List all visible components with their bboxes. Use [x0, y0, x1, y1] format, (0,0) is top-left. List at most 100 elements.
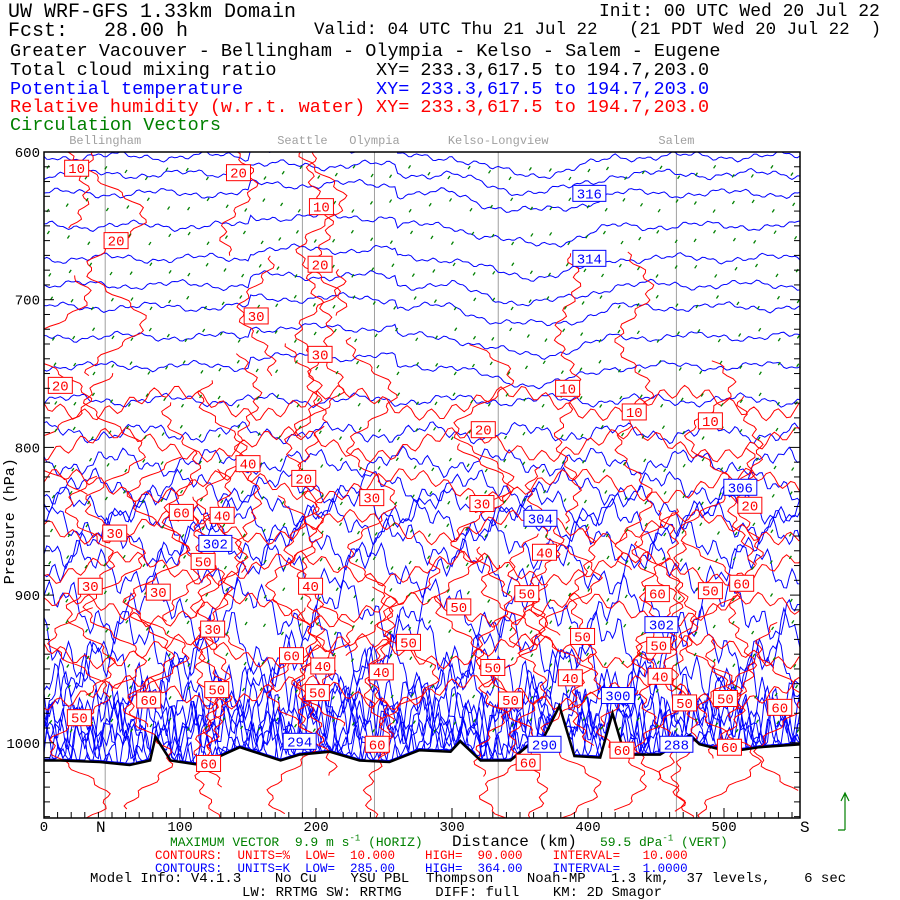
- theta-contour-305: [44, 484, 800, 529]
- horiz-tag: (HORIZ): [368, 835, 423, 850]
- circulation-vector: [636, 302, 640, 307]
- circulation-vector: [674, 265, 678, 269]
- circulation-vector: [429, 664, 433, 668]
- circulation-vector: [758, 327, 762, 332]
- valid-time: Valid: 04 UTC Thu 21 Jul 22 (21 PDT Wed …: [314, 20, 882, 40]
- circulation-vector: [259, 687, 263, 692]
- rh-label-text: 10: [559, 382, 576, 398]
- circulation-vector: [489, 204, 493, 209]
- circulation-vector: [298, 425, 302, 430]
- rh-label-text: 10: [626, 406, 643, 422]
- circulation-vector: [413, 296, 417, 300]
- circulation-vector: [656, 230, 660, 234]
- circulation-vector: [53, 464, 57, 469]
- circulation-vector: [561, 460, 565, 464]
- theta-label: 316: [572, 184, 607, 203]
- circulation-vector: [623, 623, 627, 628]
- circulation-vector: [124, 468, 128, 473]
- circulation-vector: [617, 368, 622, 373]
- theta-contour-302: [44, 537, 800, 599]
- theta-label-box: [282, 732, 317, 750]
- circulation-vector: [70, 298, 74, 303]
- circulation-vector: [697, 566, 701, 571]
- circulation-vector: [225, 587, 229, 592]
- rh-contour: [44, 384, 800, 422]
- rh-label-text: 60: [369, 738, 386, 754]
- rh-label: 60: [729, 574, 755, 593]
- circulation-vector: [103, 562, 107, 567]
- circulation-vector: [770, 164, 774, 169]
- circulation-vector: [508, 176, 512, 181]
- rh-label-box: [279, 647, 305, 665]
- circulation-vector: [183, 555, 187, 559]
- rh-label-text: 60: [614, 744, 631, 760]
- circulation-vector: [640, 631, 644, 636]
- rh-label: 50: [646, 636, 672, 655]
- circulation-vector: [320, 530, 324, 535]
- circulation-vector: [371, 267, 375, 271]
- circulation-vector: [734, 531, 738, 536]
- circulation-vector: [66, 555, 70, 559]
- field-rh-xy: XY= 233.3,617.5 to 194.7,203.0: [376, 97, 710, 118]
- circulation-vector: [293, 723, 298, 728]
- rh-label-text: 40: [536, 546, 553, 562]
- circulation-vector: [695, 304, 699, 309]
- theta-contour-316: [44, 178, 800, 213]
- circulation-vector: [568, 176, 572, 181]
- circulation-vector: [69, 490, 73, 495]
- circulation-vector: [123, 599, 127, 603]
- rh-label-text: 60: [200, 757, 217, 773]
- circulation-vector: [333, 328, 337, 333]
- circulation-vector: [388, 630, 392, 635]
- circulation-vector: [541, 425, 545, 429]
- circulation-vector: [579, 395, 583, 400]
- circulation-vector: [470, 399, 474, 404]
- circulation-vector: [465, 527, 469, 531]
- circulation-vector: [621, 432, 625, 437]
- rh-label-box: [359, 489, 385, 507]
- circulation-vector: [222, 717, 226, 722]
- circulation-vector: [49, 719, 53, 724]
- circulation-vector: [522, 498, 527, 502]
- theta-label-box: [659, 735, 694, 753]
- circulation-vector: [105, 628, 109, 633]
- circulation-vector: [791, 467, 795, 471]
- rh-contour: [508, 584, 549, 818]
- vert-vector-label: 59.5 dPa-1 (VERT): [600, 834, 728, 849]
- rh-label-text: 20: [108, 235, 125, 251]
- circulation-vector: [65, 598, 69, 603]
- circulation-vector: [754, 694, 758, 699]
- circulation-vector: [751, 566, 755, 571]
- circulation-vector: [296, 403, 300, 408]
- circulation-vector: [530, 653, 534, 658]
- circulation-vector: [773, 465, 777, 470]
- field-theta-xy: XY= 233.3,617.5 to 194.7,203.0: [376, 79, 710, 100]
- circulation-vector: [262, 528, 266, 533]
- circulation-vector: [433, 729, 437, 733]
- circulation-vector: [243, 555, 248, 560]
- circulation-vector: [738, 465, 742, 470]
- circulation-vector: [103, 590, 107, 595]
- circulation-vector: [201, 526, 205, 531]
- circulation-vector: [395, 457, 399, 462]
- circulation-vector: [51, 494, 55, 499]
- circulation-vector: [679, 558, 683, 563]
- circulation-vector: [65, 203, 69, 208]
- rh-label: 20: [737, 496, 763, 515]
- circulation-vector: [528, 167, 532, 171]
- rh-label: 10: [621, 403, 647, 422]
- circulation-vector: [332, 652, 336, 657]
- theta-contour-303: [44, 515, 800, 571]
- rh-label-box: [470, 421, 496, 439]
- circulation-vector: [143, 435, 147, 440]
- theta-contour-307: [44, 445, 800, 479]
- y-axis-title: Pressure (hPa): [2, 458, 19, 584]
- circulation-vector: [484, 533, 488, 538]
- circulation-vector: [739, 428, 743, 433]
- rh-label-text: 50: [484, 661, 501, 677]
- circulation-vector: [794, 235, 798, 240]
- rh-label-text: 20: [295, 472, 312, 488]
- circulation-vector: [617, 304, 621, 309]
- circulation-vector: [529, 717, 533, 722]
- circulation-vector: [620, 240, 624, 245]
